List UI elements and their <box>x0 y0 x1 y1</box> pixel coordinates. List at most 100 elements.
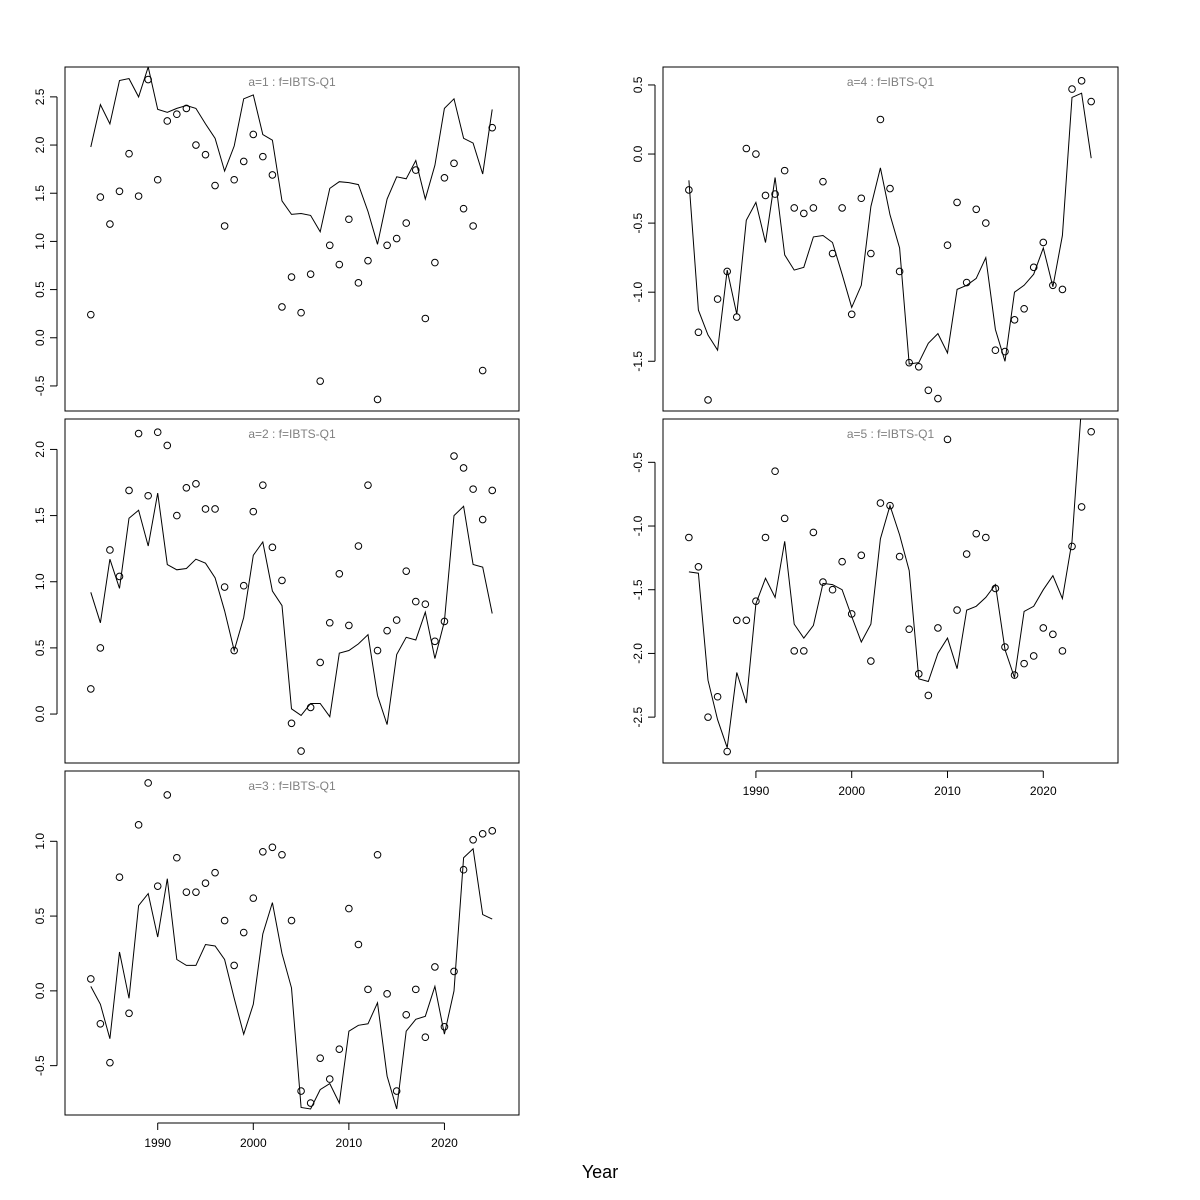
observed-point <box>316 377 324 385</box>
y-tick-label: 0.0 <box>33 982 47 999</box>
panel-2: a=2 : f=IBTS-Q1 0.0 0.5 1.0 1.5 2.0 <box>33 418 520 764</box>
observed-point <box>249 130 258 139</box>
plot-area <box>87 428 497 755</box>
observed-point <box>886 184 894 193</box>
x-tick-label: 1990 <box>144 1136 171 1150</box>
panel-title: a=3 : f=IBTS-Q1 <box>248 779 336 793</box>
y-tick-label: 0.5 <box>33 281 47 298</box>
observed-point <box>249 507 258 516</box>
observed-point <box>115 187 124 196</box>
observed-point <box>847 610 856 618</box>
y-tick-label: 0.0 <box>33 329 47 346</box>
observed-point <box>991 346 1000 355</box>
observed-point <box>867 249 875 258</box>
observed-point <box>972 529 981 538</box>
observed-point <box>459 464 468 472</box>
observed-point <box>96 1019 105 1028</box>
y-tick-label: -0.5 <box>631 452 645 473</box>
observed-point <box>459 865 468 874</box>
observed-point <box>259 847 267 856</box>
observed-point <box>134 429 143 438</box>
fitted-line <box>90 847 493 1110</box>
fitted-line <box>688 419 1082 748</box>
plot-area <box>87 67 497 404</box>
observed-point <box>914 362 923 371</box>
y-tick-label: -1.0 <box>631 282 645 303</box>
observed-point <box>828 249 837 258</box>
panel-title: a=1 : f=IBTS-Q1 <box>248 75 336 89</box>
observed-point <box>1049 281 1057 290</box>
observed-point <box>163 441 172 450</box>
observed-point <box>934 624 942 632</box>
observed-point <box>96 193 105 201</box>
plot-frame <box>64 66 520 412</box>
observed-point <box>230 961 238 970</box>
observed-point <box>316 658 324 667</box>
observed-point <box>857 551 866 560</box>
observed-point <box>780 514 789 523</box>
y-tick-label: -2.5 <box>631 706 645 727</box>
panel-4: a=4 : f=IBTS-Q1 -1.5 -1.0 -0.5 0.0 0.5 <box>631 66 1119 412</box>
observed-point <box>828 585 837 594</box>
observed-point <box>819 177 827 186</box>
observed-point <box>440 174 449 182</box>
observed-point <box>431 637 439 646</box>
observed-point <box>402 219 411 227</box>
observed-point <box>761 533 770 542</box>
y-tick-label: 2.0 <box>33 136 47 153</box>
observed-point <box>713 295 722 303</box>
y-tick-label: 1.5 <box>33 507 47 524</box>
observed-point <box>450 159 458 168</box>
observed-point <box>173 511 181 520</box>
observed-point <box>239 928 248 937</box>
observed-point <box>800 209 808 218</box>
y-tick-label: 1.0 <box>33 573 47 590</box>
observed-point <box>96 644 105 652</box>
observed-point <box>469 485 477 493</box>
observed-point <box>278 303 286 311</box>
y-tick-label: 1.0 <box>33 833 47 850</box>
observed-point <box>847 310 856 319</box>
panel-title: a=2 : f=IBTS-Q1 <box>248 427 336 441</box>
observed-point <box>732 313 741 321</box>
observed-point <box>704 396 712 404</box>
observed-point <box>345 904 353 913</box>
observed-point <box>230 646 238 655</box>
observed-point <box>469 836 477 844</box>
plot-frame <box>662 66 1119 412</box>
observed-point <box>905 358 913 367</box>
y-tick-label: 2.0 <box>33 441 47 458</box>
observed-point <box>230 175 238 184</box>
observed-point <box>431 963 439 971</box>
observed-point <box>297 308 305 317</box>
observed-point <box>713 692 722 701</box>
observed-point <box>354 940 363 949</box>
observed-point <box>809 204 818 212</box>
observed-point <box>192 480 200 488</box>
observed-point <box>723 267 731 276</box>
observed-point <box>1058 647 1067 655</box>
observed-point <box>440 1022 449 1031</box>
observed-point <box>364 256 372 265</box>
observed-point <box>1058 285 1067 294</box>
observed-point <box>905 625 913 634</box>
observed-point <box>211 181 219 190</box>
observed-point <box>895 267 904 276</box>
observed-point <box>1020 304 1028 313</box>
observed-point <box>704 713 712 721</box>
observed-point <box>325 1075 334 1083</box>
observed-point <box>876 499 885 507</box>
observed-point <box>335 570 344 578</box>
panel-title: a=4 : f=IBTS-Q1 <box>847 75 935 89</box>
y-tick-label: 1.0 <box>33 233 47 250</box>
observed-point <box>220 583 229 591</box>
observed-point <box>819 578 827 586</box>
observed-point <box>325 241 334 250</box>
observed-point <box>694 562 703 571</box>
observed-point <box>867 657 875 665</box>
y-tick-label: -0.5 <box>33 1055 47 1076</box>
observed-point <box>431 258 439 267</box>
observed-point <box>809 528 818 537</box>
x-tick-label: 2010 <box>934 784 961 798</box>
observed-point <box>220 916 229 925</box>
